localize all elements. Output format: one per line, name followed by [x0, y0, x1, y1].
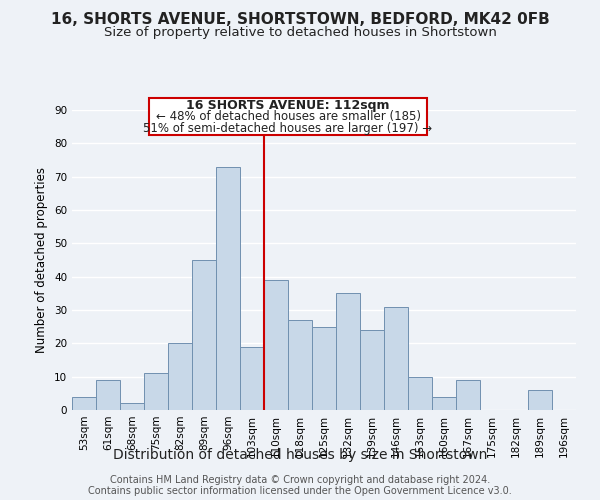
Bar — [120, 404, 144, 410]
Bar — [216, 166, 240, 410]
Bar — [408, 376, 432, 410]
Text: 16 SHORTS AVENUE: 112sqm: 16 SHORTS AVENUE: 112sqm — [186, 98, 390, 112]
Text: ← 48% of detached houses are smaller (185): ← 48% of detached houses are smaller (18… — [155, 110, 421, 123]
Bar — [456, 380, 480, 410]
Text: Size of property relative to detached houses in Shortstown: Size of property relative to detached ho… — [104, 26, 496, 39]
FancyBboxPatch shape — [149, 98, 427, 135]
Bar — [432, 396, 456, 410]
Text: Contains HM Land Registry data © Crown copyright and database right 2024.: Contains HM Land Registry data © Crown c… — [110, 475, 490, 485]
Bar — [192, 260, 216, 410]
Bar — [168, 344, 192, 410]
Y-axis label: Number of detached properties: Number of detached properties — [35, 167, 49, 353]
Bar — [264, 280, 288, 410]
Bar — [384, 306, 408, 410]
Text: Distribution of detached houses by size in Shortstown: Distribution of detached houses by size … — [113, 448, 487, 462]
Bar — [312, 326, 336, 410]
Bar — [528, 390, 552, 410]
Text: 51% of semi-detached houses are larger (197) →: 51% of semi-detached houses are larger (… — [143, 122, 433, 135]
Text: 16, SHORTS AVENUE, SHORTSTOWN, BEDFORD, MK42 0FB: 16, SHORTS AVENUE, SHORTSTOWN, BEDFORD, … — [50, 12, 550, 28]
Bar — [144, 374, 168, 410]
Text: Contains public sector information licensed under the Open Government Licence v3: Contains public sector information licen… — [88, 486, 512, 496]
Bar — [72, 396, 96, 410]
Bar — [360, 330, 384, 410]
Bar — [336, 294, 360, 410]
Bar — [240, 346, 264, 410]
Bar — [96, 380, 120, 410]
Bar — [288, 320, 312, 410]
